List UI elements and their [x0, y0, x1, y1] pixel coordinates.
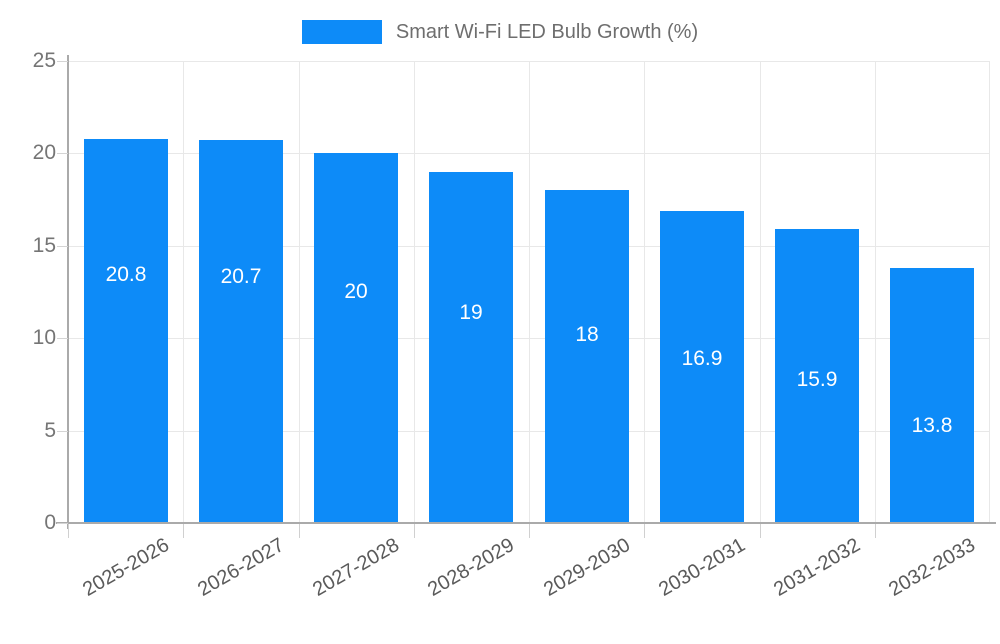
bar-value-label-2028-2029: 19 — [459, 301, 483, 324]
bar-2027-2028[interactable] — [314, 153, 398, 523]
bar-2028-2029[interactable] — [429, 171, 513, 523]
y-tick-label-0: 0 — [44, 511, 56, 534]
y-tick-label-20: 20 — [32, 141, 56, 165]
legend-item-smart-wifi-led-bulb-growth[interactable]: Smart Wi-Fi LED Bulb Growth (%) — [301, 20, 699, 44]
bar-value-label-2029-2030: 18 — [575, 323, 599, 346]
bar-2031-2032[interactable] — [775, 229, 859, 523]
y-tick-mark-20 — [57, 153, 68, 154]
y-tick-label-15: 15 — [32, 233, 56, 257]
gridline-x-1 — [183, 61, 184, 523]
y-tick-mark-10 — [57, 338, 68, 339]
bar-value-label-2030-2031: 16.9 — [681, 347, 723, 370]
y-axis-line — [67, 55, 69, 529]
x-tick-mark-2027-2028 — [299, 524, 300, 538]
y-tick-mark-25 — [57, 61, 68, 62]
plot-border-right — [989, 61, 990, 523]
bars-layer: 20.8 20.7 20 19 18 16.9 15.9 13.8 — [68, 61, 990, 523]
bar-chart: Smart Wi-Fi LED Bulb Growth (%) 20.8 20.7… — [0, 0, 1000, 601]
gridline-x-4 — [529, 61, 530, 523]
y-tick-label-5: 5 — [44, 418, 56, 442]
x-tick-mark-2028-2029 — [414, 524, 415, 538]
gridline-x-7 — [875, 61, 876, 523]
bar-value-label-2027-2028: 20 — [344, 280, 368, 303]
bar-value-label-2026-2027: 20.7 — [220, 265, 262, 288]
y-tick-mark-0 — [57, 523, 68, 524]
y-tick-label-25: 25 — [32, 49, 56, 72]
legend-color-swatch — [301, 20, 382, 44]
bar-2032-2033[interactable] — [890, 267, 974, 523]
x-axis-line — [56, 522, 996, 524]
gridline-x-5 — [644, 61, 645, 523]
bar-2029-2030[interactable] — [545, 190, 629, 523]
y-tick-mark-15 — [57, 246, 68, 247]
legend-item-label: Smart Wi-Fi LED Bulb Growth (%) — [395, 21, 699, 43]
bar-2026-2027[interactable] — [199, 140, 283, 523]
y-tick-mark-5 — [57, 431, 68, 432]
bar-value-label-2025-2026: 20.8 — [105, 263, 147, 286]
x-tick-mark-2031-2032 — [760, 524, 761, 538]
x-tick-mark-2025-2026 — [68, 524, 69, 538]
x-tick-mark-2032-2033 — [875, 524, 876, 538]
bar-value-label-2032-2033: 13.8 — [911, 414, 953, 437]
y-tick-label-10: 10 — [32, 326, 56, 350]
bar-2030-2031[interactable] — [660, 210, 744, 523]
gridline-x-2 — [299, 61, 300, 523]
gridline-x-3 — [414, 61, 415, 523]
bar-value-label-2031-2032: 15.9 — [796, 368, 838, 391]
gridline-x-6 — [760, 61, 761, 523]
chart-legend: Smart Wi-Fi LED Bulb Growth (%) — [0, 12, 1000, 52]
x-tick-mark-2026-2027 — [183, 524, 184, 538]
x-tick-mark-2030-2031 — [644, 524, 645, 538]
y-axis-tick-labels: 0 5 10 15 20 25 — [0, 0, 56, 600]
bar-2025-2026[interactable] — [84, 138, 168, 523]
x-tick-mark-2029-2030 — [529, 524, 530, 538]
